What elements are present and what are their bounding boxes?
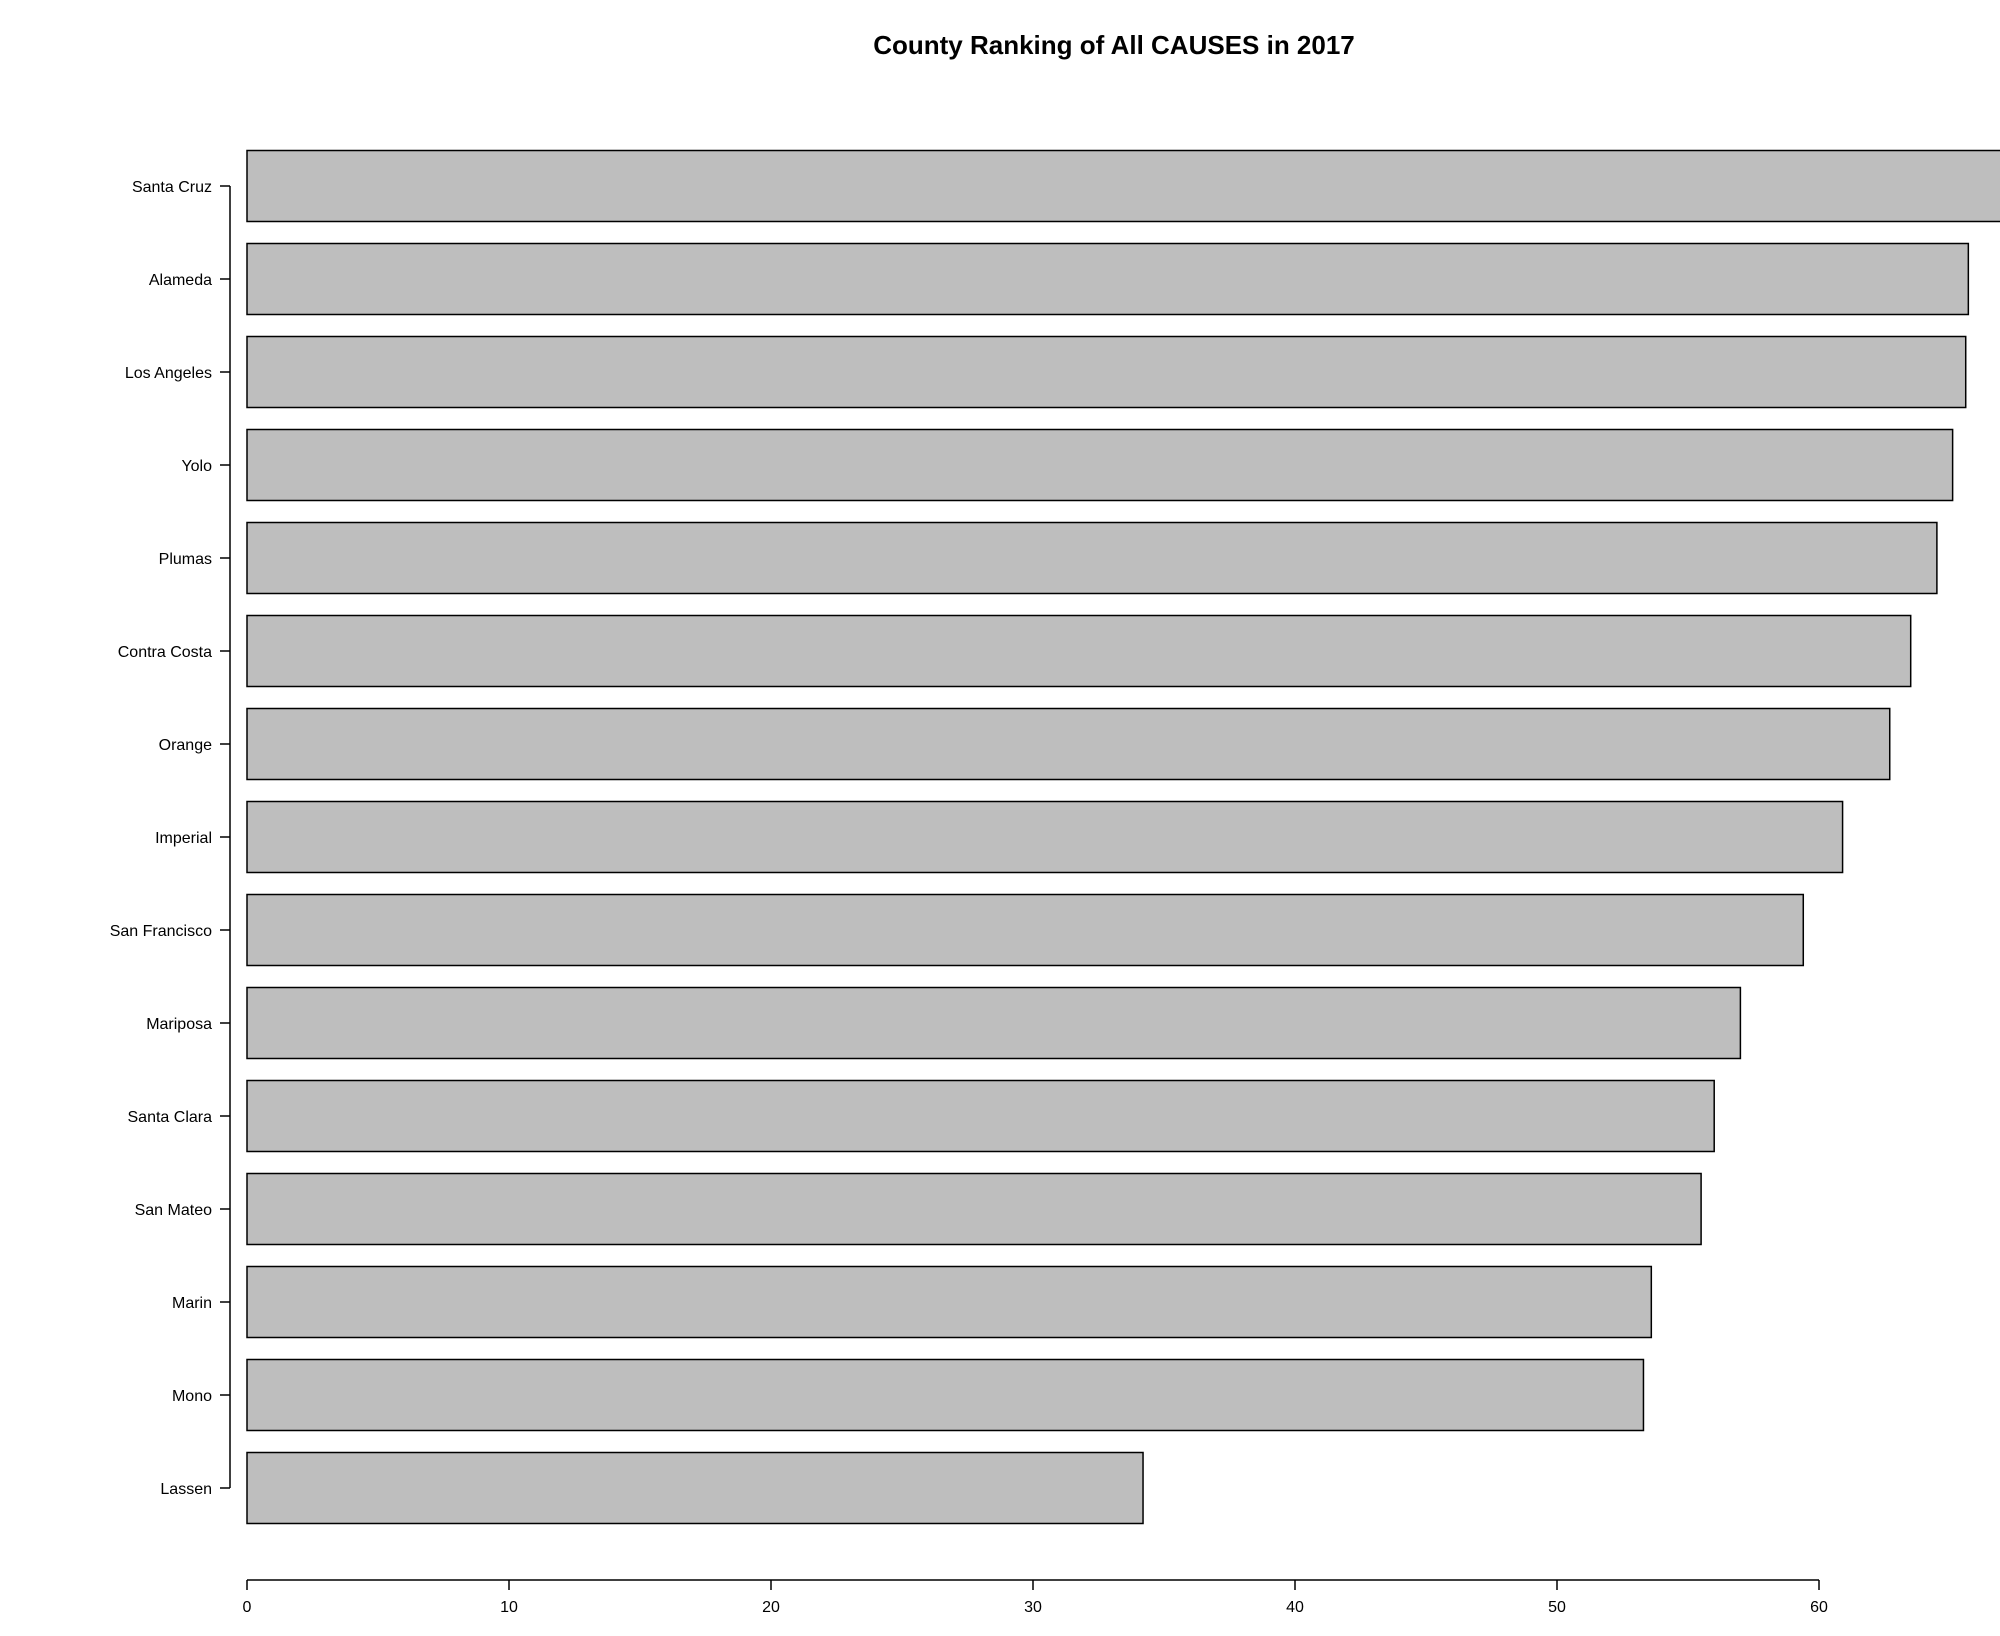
bar	[246, 521, 1938, 595]
bar	[246, 1172, 1702, 1246]
bar	[246, 1265, 1653, 1339]
bar	[246, 893, 1805, 967]
bar	[246, 986, 1742, 1060]
y-tick-label: Mariposa	[146, 1016, 212, 1033]
bar	[246, 707, 1891, 781]
y-tick-label: Mono	[172, 1388, 212, 1405]
y-tick-label: Yolo	[181, 458, 212, 475]
y-tick-label: Imperial	[155, 830, 212, 847]
bar	[246, 800, 1844, 874]
bar	[246, 614, 1912, 688]
bar	[246, 1451, 1144, 1525]
bar	[246, 335, 1967, 409]
x-tick-label: 0	[243, 1599, 252, 1616]
y-tick-label: Lassen	[160, 1481, 212, 1498]
y-tick-label: Contra Costa	[118, 644, 212, 661]
plot-area: Santa Cruz Alameda Los Angeles Yolo Plumas Co…	[110, 149, 2000, 1616]
y-tick-label: Marin	[172, 1295, 212, 1312]
y-tick-label: San Francisco	[110, 923, 212, 940]
x-tick-label: 20	[762, 1599, 780, 1616]
y-tick-label: Santa Clara	[128, 1109, 213, 1126]
y-tick-label: Plumas	[159, 551, 212, 568]
bar	[246, 242, 1970, 316]
bar	[246, 149, 2000, 223]
y-tick-label: San Mateo	[135, 1202, 212, 1219]
bar	[246, 1358, 1645, 1432]
y-tick-label: Los Angeles	[125, 365, 212, 382]
y-tick-label: Alameda	[149, 272, 212, 289]
x-tick-label: 50	[1548, 1599, 1566, 1616]
y-tick-label: Santa Cruz	[132, 179, 212, 196]
y-tick-label: Orange	[159, 737, 212, 754]
chart-title: County Ranking of All CAUSES in 2017	[873, 30, 1355, 60]
x-tick-label: 40	[1286, 1599, 1304, 1616]
x-tick-label: 30	[1024, 1599, 1042, 1616]
bar	[246, 428, 1954, 502]
x-tick-label: 60	[1810, 1599, 1828, 1616]
bar	[246, 1079, 1715, 1153]
x-tick-label: 10	[500, 1599, 518, 1616]
